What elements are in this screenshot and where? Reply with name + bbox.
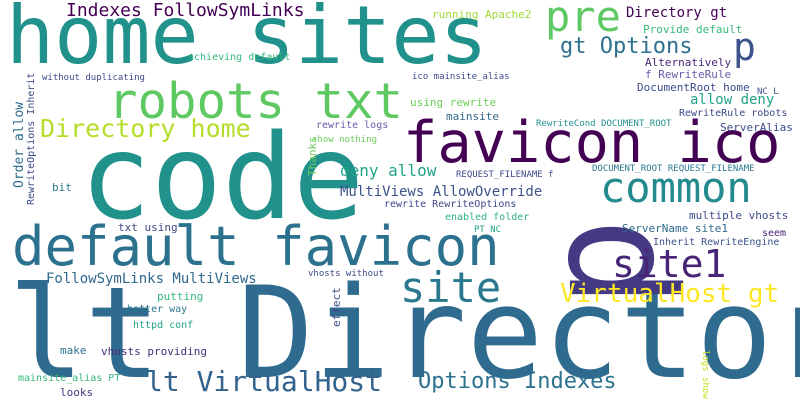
word-rewriteoptions-inherit: RewriteOptions Inherit [26, 72, 37, 205]
word-achieving-default: achieving default [188, 52, 291, 63]
word-inherit-rewriteengine: Inherit RewriteEngine [653, 237, 780, 248]
word-logs-show: logs show [700, 350, 710, 399]
word-common: common [600, 163, 752, 212]
word-robots-txt: robots txt [108, 73, 404, 130]
word-bit: bit [52, 181, 72, 194]
word-virtualhost-gt: VirtualHost gt [560, 279, 780, 309]
word-favicon-ico: favicon ico [403, 110, 781, 176]
word-thanks: Thanks [306, 136, 319, 176]
word-deny-allow: deny allow [340, 161, 437, 180]
word-f-rewriterule: f RewriteRule [645, 68, 732, 81]
word-using-rewrite: using rewrite [410, 96, 497, 109]
word-code: code [80, 108, 365, 246]
word-document-root-request-filename: DOCUMENT_ROOT REQUEST_FILENAME [592, 164, 755, 174]
word-multiviews-allowoverride: MultiViews AllowOverride [340, 184, 543, 200]
word-vhosts-providing: vhosts providing [101, 345, 207, 358]
word-site1: site1 [612, 242, 727, 286]
word-show-nothing: show nothing [312, 135, 378, 145]
word-options-indexes: Options Indexes [418, 369, 617, 394]
word-indexes-followsymlinks: Indexes FollowSymLinks [66, 0, 305, 21]
word-provide-default: Provide default [643, 23, 743, 36]
word-alternatively: Alternatively [645, 56, 732, 69]
word-rewriterule-robots: RewriteRule robots [679, 108, 788, 119]
word-gt-options: gt Options [560, 34, 693, 59]
word-allow-deny: allow deny [690, 92, 775, 108]
word-serveralias: ServerAlias [720, 121, 793, 134]
word-rewrite-logs: rewrite logs [316, 120, 389, 131]
word-home-sites: home sites [6, 0, 488, 82]
word-mainsite: mainsite [446, 110, 499, 123]
word-documentroot-home: DocumentRoot home [637, 81, 750, 94]
word-nc-l: NC L [757, 87, 779, 97]
word-make: make [60, 344, 87, 357]
word-effect: effect [330, 287, 343, 327]
word-putting: putting [157, 290, 204, 303]
word-enabled-folder: enabled folder [445, 212, 530, 223]
word-lt-directory: lt Directory [8, 259, 800, 400]
word-looks: looks [60, 386, 94, 399]
word-order-allow: Order allow [12, 101, 27, 188]
word-txt-using: txt using [118, 221, 178, 234]
word-running-apache2: running Apache2 [432, 8, 532, 21]
word-better-way: better way [127, 304, 188, 315]
word-servername-site1: ServerName site1 [622, 222, 728, 235]
word-site: site [400, 263, 502, 312]
word-vhosts-without: vhosts without [308, 269, 384, 279]
word-httpd-conf: httpd conf [133, 320, 194, 331]
word-ico-mainsite-alias: ico mainsite_alias [412, 72, 510, 82]
word-pt-nc: PT NC [474, 225, 502, 235]
word-rewritecond-document-root: RewriteCond DOCUMENT_ROOT [536, 119, 672, 129]
word-default-favicon: default favicon [12, 215, 500, 278]
word-without-duplicating: without duplicating [42, 73, 145, 83]
word-directory-home: Directory home [40, 114, 251, 143]
word-mainsite-alias-pt: mainsite_alias PT [18, 373, 121, 384]
word-pre: pre [545, 0, 621, 41]
word-request-filename-f: REQUEST_FILENAME f [456, 170, 554, 180]
word-directory-gt: Directory gt [626, 5, 728, 21]
word-lt-virtualhost: lt VirtualHost [146, 365, 383, 398]
word-multiple-vhosts: multiple vhosts [689, 209, 789, 222]
word-p-small: p [733, 25, 756, 69]
word-seem: seem [762, 228, 787, 239]
word-followsymlinks-multiviews: FollowSymLinks MultiViews [46, 271, 257, 287]
word-rewrite-rewriteoptions: rewrite RewriteOptions [384, 199, 517, 210]
